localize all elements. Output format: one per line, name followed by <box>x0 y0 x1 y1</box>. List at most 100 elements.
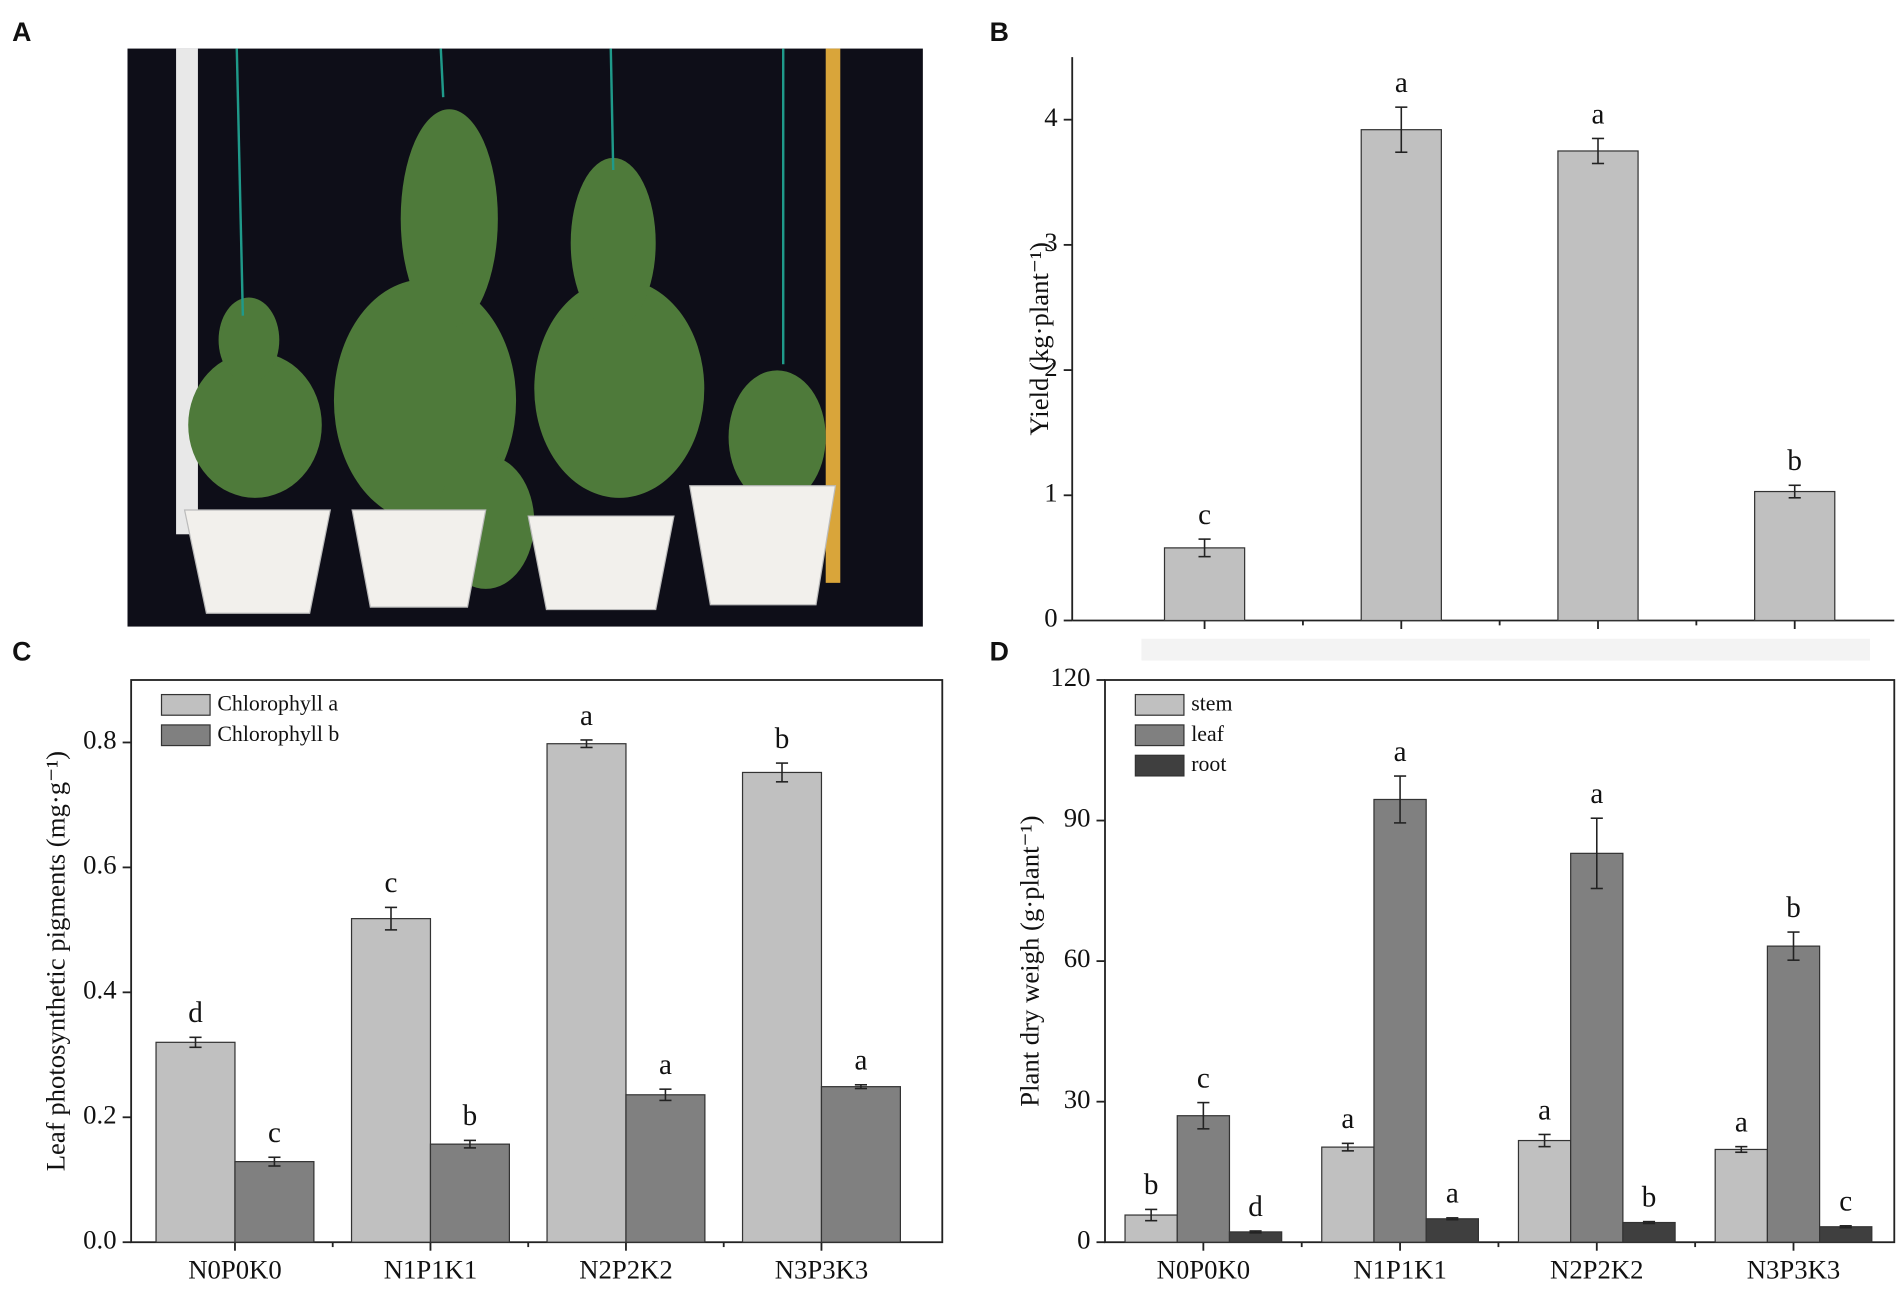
strip <box>1141 638 1870 661</box>
error-bar <box>1735 1145 1748 1154</box>
significance-letter: a <box>1394 736 1407 768</box>
error-bar <box>1590 817 1603 890</box>
error-bar <box>1341 1142 1354 1152</box>
error-bar <box>659 1088 672 1102</box>
y-axis-label: Leaf photosynthetic pigments (mg·g⁻¹) <box>40 751 70 1171</box>
error-bar <box>1787 931 1800 961</box>
legend-swatch <box>1134 754 1185 777</box>
y-tick-label: 0 <box>1044 603 1057 633</box>
x-tick-label: N2P2K2 <box>579 1255 672 1285</box>
significance-letter: b <box>775 723 790 755</box>
x-tick-label: N0P0K0 <box>1157 1255 1250 1285</box>
x-tick-label: N3P3K3 <box>775 1255 868 1285</box>
y-tick-label: 0.6 <box>83 850 116 880</box>
bar <box>820 1086 901 1243</box>
y-tick-label: 0.0 <box>83 1224 116 1254</box>
significance-letter: c <box>268 1117 281 1149</box>
bar <box>1766 945 1821 1243</box>
error-bar <box>1198 538 1211 558</box>
bar <box>741 771 823 1243</box>
significance-letter: b <box>1642 1181 1657 1213</box>
significance-letter: c <box>1197 1062 1210 1094</box>
significance-letter: d <box>1248 1191 1263 1223</box>
bar <box>155 1041 236 1243</box>
bar <box>1373 798 1427 1243</box>
bar <box>1818 1226 1873 1243</box>
error-bar <box>1642 1220 1656 1225</box>
bar <box>546 743 627 1243</box>
bar <box>350 918 432 1243</box>
x-tick-label: N1P1K1 <box>384 1255 477 1285</box>
bar <box>1570 852 1624 1243</box>
panel-label: D <box>990 636 1009 666</box>
bar <box>1425 1218 1479 1243</box>
y-tick-label: 2 <box>1044 352 1057 382</box>
significance-letter: b <box>463 1100 478 1132</box>
legend-swatch <box>1134 724 1185 747</box>
bar <box>1714 1148 1768 1243</box>
y-tick-label: 90 <box>1064 803 1091 833</box>
panel-label: B <box>990 17 1009 47</box>
bar <box>1517 1139 1572 1243</box>
significance-letter: a <box>659 1049 672 1081</box>
error-bar <box>1839 1225 1852 1229</box>
bar <box>1360 129 1442 622</box>
error-bar <box>1197 1101 1210 1130</box>
y-tick-label: 4 <box>1044 102 1057 132</box>
error-bar <box>463 1139 476 1149</box>
bar <box>1163 547 1246 622</box>
error-bar <box>775 762 789 783</box>
x-tick-label: N3P3K3 <box>1747 1255 1840 1285</box>
error-bar <box>854 1084 867 1090</box>
y-tick-label: 1 <box>1044 477 1057 507</box>
bar <box>1754 490 1836 622</box>
x-tick-label: N2P2K2 <box>1550 1255 1643 1285</box>
significance-letter: a <box>1538 1094 1551 1126</box>
legend-label: leaf <box>1191 722 1224 746</box>
bar <box>1557 150 1639 622</box>
error-bar <box>189 1036 202 1049</box>
significance-letter: b <box>1786 892 1801 924</box>
error-bar <box>1446 1217 1459 1221</box>
significance-letter: a <box>580 700 593 732</box>
y-tick-label: 3 <box>1044 227 1057 257</box>
bar <box>1622 1221 1676 1243</box>
error-bar <box>580 739 593 749</box>
legend-swatch <box>160 693 211 716</box>
plot-frame <box>130 679 944 1244</box>
bar <box>234 1161 315 1243</box>
significance-letter: a <box>1592 98 1605 130</box>
error-bar <box>1249 1230 1262 1234</box>
error-bar <box>1788 484 1801 499</box>
legend-label: stem <box>1191 692 1232 716</box>
error-bar <box>1395 106 1408 154</box>
significance-letter: a <box>1590 778 1603 810</box>
y-tick-label: 60 <box>1064 943 1091 973</box>
error-bar <box>268 1156 281 1167</box>
x-tick-label: N0P0K0 <box>188 1255 281 1285</box>
legend-swatch <box>160 724 211 747</box>
significance-letter: d <box>188 997 203 1029</box>
legend-label: Chlorophyll a <box>217 692 338 716</box>
bar <box>1321 1146 1375 1243</box>
photo <box>127 48 923 627</box>
error-bar <box>384 906 398 931</box>
bar <box>429 1143 510 1243</box>
legend-label: root <box>1191 752 1226 776</box>
significance-letter: a <box>1446 1178 1459 1210</box>
y-axis-label: Plant dry weigh (g·plant⁻¹) <box>1014 815 1044 1106</box>
panel-label: C <box>12 636 31 666</box>
y-tick-label: 120 <box>1050 662 1090 692</box>
error-bar <box>1394 775 1407 824</box>
significance-letter: b <box>1144 1169 1159 1201</box>
y-tick-label: 0 <box>1077 1224 1090 1254</box>
error-bar <box>1538 1133 1551 1148</box>
error-bar <box>1591 137 1605 165</box>
significance-letter: a <box>1395 67 1408 99</box>
legend-swatch <box>1134 693 1185 716</box>
bar <box>1176 1115 1231 1243</box>
error-bar <box>1145 1208 1158 1222</box>
x-tick-label: N1P1K1 <box>1353 1255 1446 1285</box>
